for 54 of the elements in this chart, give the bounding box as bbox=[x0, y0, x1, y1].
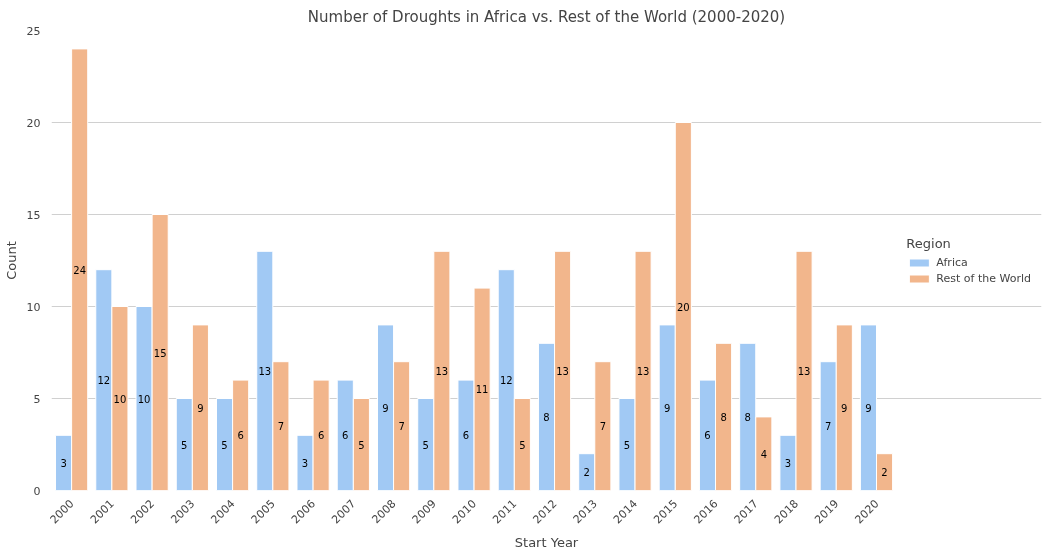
data-label: 12 bbox=[499, 375, 513, 387]
y-tick-label: 10 bbox=[26, 300, 41, 314]
data-label: 6 bbox=[462, 430, 470, 442]
data-label: 13 bbox=[258, 365, 272, 377]
data-label: 13 bbox=[556, 365, 569, 377]
data-label: 8 bbox=[720, 411, 727, 423]
data-label: 9 bbox=[197, 402, 204, 414]
data-label: 4 bbox=[760, 448, 768, 460]
data-label: 13 bbox=[797, 365, 811, 377]
data-label: 15 bbox=[153, 347, 167, 359]
x-axis-title: Start Year bbox=[514, 534, 579, 550]
y-tick-label: 0 bbox=[33, 484, 41, 498]
legend-title: Region bbox=[906, 235, 952, 251]
data-label: 6 bbox=[704, 430, 711, 442]
data-label: 9 bbox=[865, 402, 872, 414]
data-label: 13 bbox=[636, 365, 650, 377]
data-label: 12 bbox=[97, 375, 111, 387]
data-label: 8 bbox=[543, 411, 550, 423]
data-label: 5 bbox=[422, 439, 429, 451]
data-label: 3 bbox=[784, 457, 792, 469]
y-tick-label: 5 bbox=[33, 392, 41, 406]
data-label: 5 bbox=[221, 439, 228, 451]
legend-label: Africa bbox=[936, 255, 968, 269]
data-label: 5 bbox=[623, 439, 631, 451]
data-label: 11 bbox=[475, 384, 489, 396]
data-label: 6 bbox=[317, 430, 325, 442]
data-label: 6 bbox=[237, 430, 244, 442]
data-label: 9 bbox=[841, 402, 848, 414]
data-label: 10 bbox=[113, 393, 127, 405]
data-label: 10 bbox=[137, 393, 151, 405]
data-label: 8 bbox=[744, 411, 751, 423]
y-tick-label: 15 bbox=[26, 208, 41, 222]
data-label: 20 bbox=[676, 301, 690, 313]
data-label: 3 bbox=[60, 457, 67, 469]
data-label: 5 bbox=[358, 439, 365, 451]
data-label: 7 bbox=[277, 421, 285, 433]
data-label: 9 bbox=[664, 402, 671, 414]
data-label: 2 bbox=[881, 467, 888, 479]
data-label: 7 bbox=[599, 421, 607, 433]
data-label: 9 bbox=[382, 402, 389, 414]
data-label: 3 bbox=[301, 457, 309, 469]
data-label: 5 bbox=[181, 439, 188, 451]
y-tick-label: 20 bbox=[26, 116, 41, 130]
chart-title: Number of Droughts in Africa vs. Rest of the World (2000-2020) bbox=[307, 7, 786, 26]
data-label: 7 bbox=[398, 421, 405, 433]
y-axis-title: Count bbox=[3, 241, 19, 280]
data-label: 24 bbox=[73, 264, 87, 276]
data-label: 5 bbox=[519, 439, 526, 451]
data-label: 7 bbox=[825, 421, 832, 433]
data-label: 2 bbox=[583, 467, 590, 479]
legend-label: Rest of the World bbox=[936, 271, 1031, 285]
data-label: 13 bbox=[435, 365, 449, 377]
y-tick-label: 25 bbox=[26, 24, 41, 38]
data-label: 6 bbox=[342, 430, 349, 442]
